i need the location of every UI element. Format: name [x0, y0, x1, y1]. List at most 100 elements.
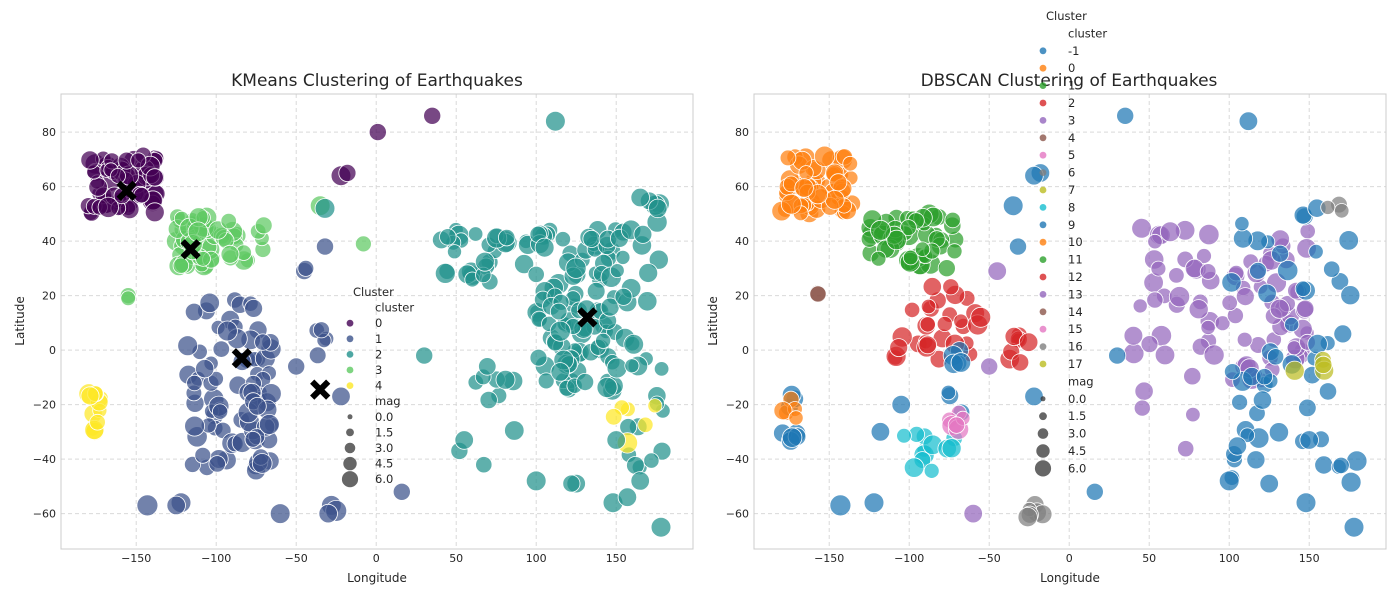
y-tick-label: 80 — [735, 126, 749, 139]
data-point — [942, 278, 960, 296]
legend-entry: 3 — [1068, 113, 1075, 127]
data-point — [1221, 272, 1242, 293]
data-point — [963, 503, 983, 524]
chart-title: KMeans Clustering of Earthquakes — [231, 71, 523, 91]
legend: Clustercluster-1012345678910111213141516… — [1034, 9, 1107, 477]
legend-entry: 7 — [1068, 183, 1075, 197]
data-point — [1267, 348, 1285, 366]
data-point — [1307, 334, 1328, 355]
y-tick-label: 0 — [742, 344, 749, 357]
plot-frame — [60, 93, 694, 550]
data-point — [554, 231, 572, 248]
data-point — [545, 110, 566, 132]
data-point — [987, 261, 1007, 281]
y-tick-label: −60 — [726, 508, 749, 521]
data-point — [1338, 230, 1359, 251]
data-point — [1318, 382, 1338, 401]
data-point — [606, 430, 626, 450]
legend-swatch — [1039, 134, 1047, 142]
y-tick-label: 20 — [735, 290, 749, 303]
data-point — [1257, 283, 1277, 304]
data-point — [1233, 228, 1254, 249]
legend-size-swatch — [344, 442, 356, 454]
data-point — [1343, 516, 1365, 538]
data-point — [576, 372, 595, 391]
legend-swatch — [1039, 117, 1047, 124]
legend-size-swatch — [1036, 444, 1050, 458]
data-point — [870, 219, 891, 241]
data-point — [1108, 346, 1127, 365]
data-point — [900, 219, 917, 237]
data-point — [549, 302, 568, 321]
data-point — [1252, 390, 1273, 410]
legend-entry: 1 — [1068, 79, 1075, 93]
legend-entry: 17 — [1068, 357, 1083, 371]
data-point — [1224, 363, 1241, 381]
data-point — [1323, 260, 1341, 278]
data-point — [130, 152, 147, 169]
data-point — [254, 216, 273, 235]
x-axis-label: Longitude — [1040, 571, 1100, 585]
y-tick-label: −20 — [726, 399, 749, 412]
data-point — [829, 494, 852, 517]
data-point — [550, 362, 570, 382]
legend-entry: 14 — [1068, 305, 1083, 319]
data-point — [1314, 455, 1334, 475]
data-point — [1227, 436, 1248, 456]
data-point — [896, 427, 912, 444]
legend-entry: 15 — [1068, 322, 1083, 336]
data-point — [614, 287, 633, 306]
data-point — [354, 235, 372, 253]
data-point — [1146, 291, 1164, 309]
data-point — [606, 357, 628, 379]
data-point — [633, 224, 653, 244]
data-point — [630, 471, 650, 491]
data-point — [903, 457, 925, 478]
data-point — [537, 372, 555, 390]
data-point — [1168, 286, 1191, 308]
centroid-marker — [310, 379, 331, 400]
data-point — [886, 229, 907, 251]
data-point — [254, 333, 272, 351]
data-point — [918, 335, 937, 355]
legend-size-entry: 1.5 — [375, 425, 393, 439]
data-point — [216, 320, 238, 342]
data-point — [937, 259, 956, 278]
data-point — [1340, 471, 1362, 493]
data-point — [1271, 244, 1290, 263]
data-point — [605, 408, 623, 426]
legend-swatch — [1039, 151, 1047, 159]
data-point — [648, 249, 669, 270]
data-point — [1010, 353, 1030, 372]
legend-size-swatch — [1034, 460, 1052, 477]
data-point — [186, 374, 203, 392]
data-point — [1133, 399, 1151, 417]
data-point — [338, 163, 357, 182]
legend-size-entry: 4.5 — [375, 457, 393, 471]
data-point — [1246, 450, 1266, 470]
data-point — [781, 427, 803, 448]
data-point — [434, 262, 456, 284]
data-point — [650, 516, 672, 538]
data-point — [208, 370, 224, 387]
data-point — [1199, 263, 1217, 280]
data-point — [586, 281, 606, 301]
legend-size-swatch — [1037, 428, 1049, 439]
data-point — [1024, 165, 1044, 186]
legend-entry: 2 — [375, 347, 382, 361]
data-point — [133, 186, 150, 204]
data-point — [1198, 224, 1220, 246]
data-point — [1196, 248, 1212, 264]
legend-swatch — [1039, 360, 1047, 368]
data-point — [941, 438, 962, 459]
legend-entry: 13 — [1068, 287, 1083, 301]
data-point — [773, 401, 793, 421]
data-point — [97, 196, 119, 218]
data-point — [1332, 456, 1350, 474]
legend-size-entry: 1.5 — [1068, 409, 1086, 423]
data-point — [903, 301, 921, 318]
data-point — [1017, 506, 1038, 528]
data-point — [1277, 259, 1299, 282]
